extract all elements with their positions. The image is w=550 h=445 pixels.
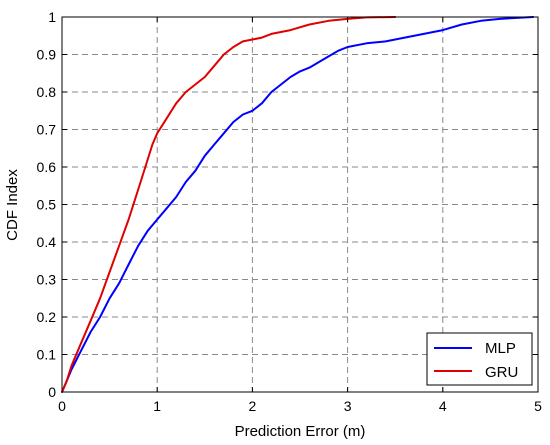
x-tick-label: 2 <box>249 398 257 414</box>
y-tick-label: 0.4 <box>37 234 57 250</box>
x-tick-label: 1 <box>153 398 161 414</box>
series-lines <box>61 16 535 393</box>
y-tick-label: 0.7 <box>37 122 57 138</box>
y-tick-label: 0.3 <box>37 272 57 288</box>
x-tick-label: 5 <box>534 398 542 414</box>
y-tick-label: 1 <box>48 9 56 25</box>
legend-label-gru: GRU <box>485 364 518 381</box>
plot-area <box>62 17 538 392</box>
y-tick-label: 0.2 <box>37 309 57 325</box>
y-axis-label: CDF Index <box>4 169 21 241</box>
grid-lines <box>62 17 538 392</box>
series-line-gru <box>61 16 397 393</box>
axis-ticks: 0 1 2 3 4 5 0 0.1 0.2 0.3 0.4 0.5 0.6 0.7 0.8 0.9 1 <box>37 9 543 414</box>
y-tick-label: 0.6 <box>37 159 57 175</box>
y-tick-label: 0 <box>48 384 56 400</box>
series-line-mlp <box>61 16 535 393</box>
y-tick-label: 0.1 <box>37 347 57 363</box>
x-axis-label: Prediction Error (m) <box>235 423 366 440</box>
y-tick-label: 0.5 <box>37 197 57 213</box>
y-tick-label: 0.9 <box>37 47 57 63</box>
legend-box <box>426 332 533 386</box>
x-tick-label: 0 <box>58 398 66 414</box>
x-tick-label: 3 <box>344 398 352 414</box>
legend-label-mlp: MLP <box>485 340 516 357</box>
y-tick-label: 0.8 <box>37 84 57 100</box>
x-tick-label: 4 <box>439 398 447 414</box>
legend: MLP GRU <box>426 332 533 386</box>
